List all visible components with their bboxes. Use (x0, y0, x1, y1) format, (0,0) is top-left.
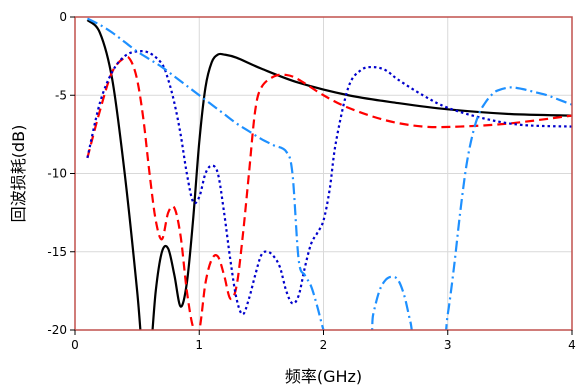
x-tick-label: 1 (195, 338, 203, 352)
series-line-3 (86, 50, 572, 316)
y-tick-label: -15 (47, 245, 67, 259)
series-line-2 (86, 55, 572, 330)
grid (75, 17, 572, 330)
y-tick-label: -10 (47, 167, 67, 181)
series-line-1 (86, 19, 572, 330)
x-axis-title: 频率(GHz) (285, 367, 362, 386)
x-tick-label: 3 (444, 338, 452, 352)
y-axis-title: 回波损耗(dB) (9, 125, 28, 223)
series-line-4 (86, 17, 572, 330)
tick-labels: 0 1 2 3 4 0 -5 -10 -15 -20 (47, 10, 575, 352)
series-group (86, 17, 572, 330)
x-tick-label: 0 (71, 338, 79, 352)
x-tick-label: 2 (320, 338, 328, 352)
y-tick-label: 0 (59, 10, 67, 24)
x-tick-label: 4 (568, 338, 576, 352)
y-tick-label: -20 (47, 323, 67, 337)
y-tick-label: -5 (55, 88, 67, 102)
